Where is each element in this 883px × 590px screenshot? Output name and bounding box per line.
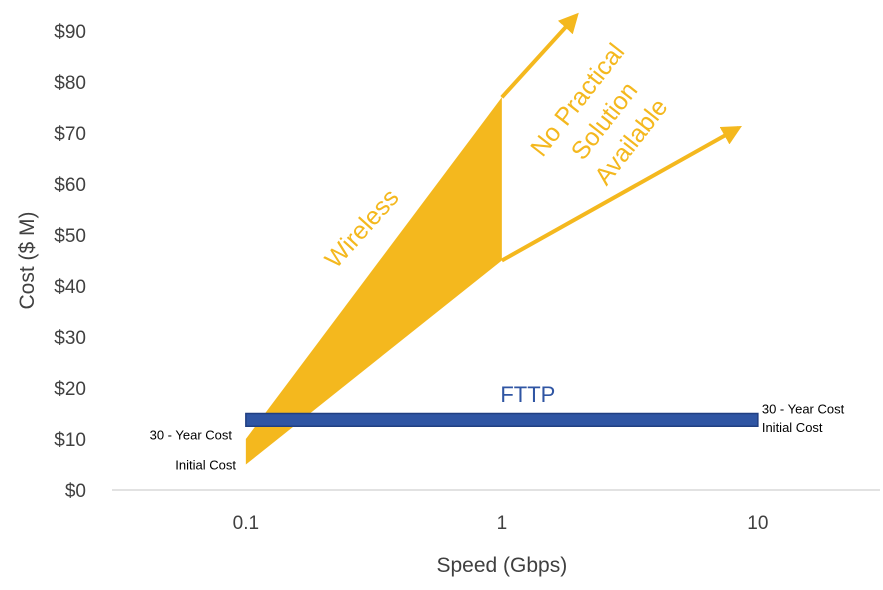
y-axis-title: Cost ($ M) — [16, 211, 39, 309]
fttp-series-label: FTTP — [500, 382, 555, 407]
y-tick-label: $90 — [54, 22, 86, 43]
y-axis-ticks: $0 $10 $20 $30 $40 $50 $60 $70 $80 $90 — [54, 22, 86, 502]
left-30-year-cost-label: 30 - Year Cost — [150, 427, 233, 442]
x-tick-label: 1 — [497, 513, 508, 534]
y-tick-label: $70 — [54, 124, 86, 145]
y-tick-label: $80 — [54, 73, 86, 94]
y-tick-label: $40 — [54, 277, 86, 298]
y-tick-label: $50 — [54, 226, 86, 247]
x-axis-title: Speed (Gbps) — [436, 554, 567, 577]
right-initial-cost-label: Initial Cost — [762, 420, 823, 435]
left-initial-cost-label: Initial Cost — [175, 458, 236, 473]
upper-arrow — [500, 12, 579, 99]
right-30-year-cost-label: 30 - Year Cost — [762, 401, 845, 416]
x-tick-label: 0.1 — [233, 513, 259, 534]
wireless-cost-band — [245, 97, 502, 465]
x-tick-label: 10 — [747, 513, 768, 534]
no-practical-solution-annotation: No Practical Solution Available — [525, 38, 673, 190]
y-tick-label: $20 — [54, 379, 86, 400]
lower-arrow — [500, 125, 742, 263]
y-tick-label: $10 — [54, 430, 86, 451]
fttp-cost-bar — [245, 412, 759, 427]
y-tick-label: $60 — [54, 175, 86, 196]
plot-area — [245, 12, 759, 465]
y-tick-label: $0 — [65, 481, 86, 502]
x-axis-ticks: 0.1 1 10 — [233, 513, 769, 534]
y-tick-label: $30 — [54, 328, 86, 349]
